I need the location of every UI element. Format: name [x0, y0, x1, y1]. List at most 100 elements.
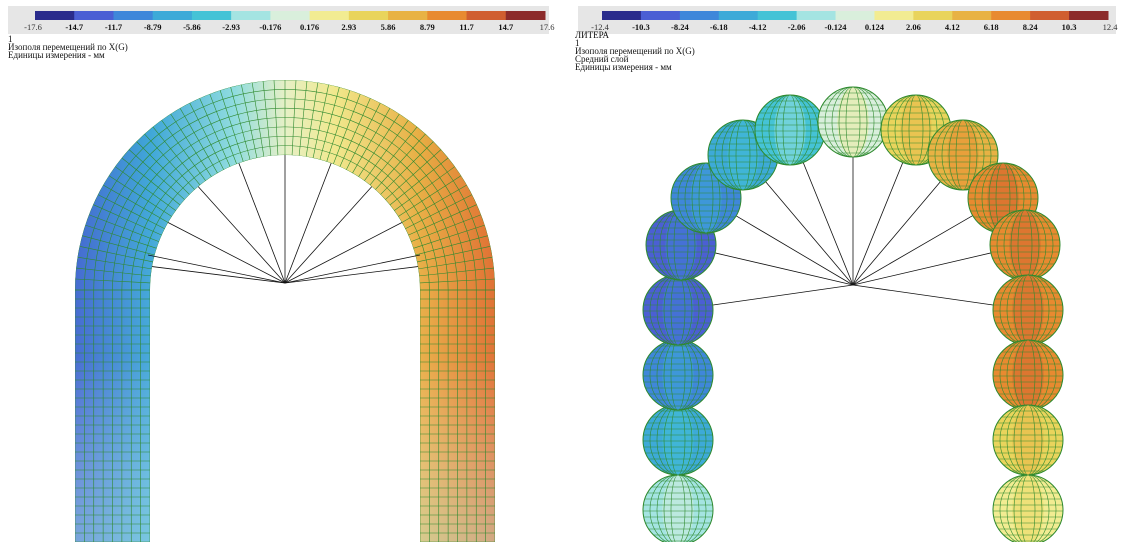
legend-label: 12.4: [1103, 22, 1119, 32]
legend-swatch: [270, 11, 310, 20]
legend-swatch: [35, 11, 75, 20]
legend-label: 8.24: [1023, 22, 1039, 32]
legends: -17.6 -14.7 -11.7 -8.79 -5.86 -2.93 -0.176 0.17…: [8, 6, 1118, 34]
sphere-shade: [837, 87, 869, 157]
legend-swatch: [349, 11, 389, 20]
legend-label: 4.12: [945, 22, 960, 32]
spoke: [285, 223, 402, 284]
legend-swatch: [310, 11, 350, 20]
spoke: [732, 214, 853, 285]
legend-swatch: [874, 11, 913, 20]
spoke: [801, 158, 853, 285]
legend-label: 5.86: [381, 22, 396, 32]
sphere-shade: [662, 405, 694, 475]
legend-swatch: [192, 11, 232, 20]
legend-label: 14.7: [498, 22, 514, 32]
page: {"panels": [ {"legend": {"labels": ["-17…: [0, 0, 1121, 542]
spoke: [853, 252, 994, 285]
spoke: [853, 214, 976, 285]
legend-swatch: [602, 11, 641, 20]
legend-swatch: [913, 11, 952, 20]
spoke: [712, 252, 853, 285]
legend-swatch: [467, 11, 507, 20]
spoke: [239, 163, 285, 283]
sphere: [643, 340, 713, 410]
screen: -17.6 -14.7 -11.7 -8.79 -5.86 -2.93 -0.176 0.17…: [0, 0, 1121, 542]
spoke: [285, 163, 331, 283]
sphere: [755, 95, 825, 165]
legend-swatch: [836, 11, 875, 20]
sphere: [993, 475, 1063, 542]
legend-label: -2.06: [788, 22, 806, 32]
legend-label: -10.3: [632, 22, 650, 32]
legend-label: 17.6: [540, 22, 555, 32]
sphere: [993, 275, 1063, 345]
legend-label: -2.93: [222, 22, 240, 32]
spoke: [853, 178, 943, 285]
legend-label: 10.3: [1062, 22, 1077, 32]
legend-label: 2.06: [906, 22, 921, 32]
sphere-shade: [662, 275, 694, 345]
right-panel: [643, 87, 1063, 542]
legend-label: 8.79: [420, 22, 435, 32]
sphere: [818, 87, 888, 157]
spoke: [763, 178, 853, 285]
legend-swatch: [797, 11, 836, 20]
sphere: [993, 405, 1063, 475]
legend-swatch: [991, 11, 1030, 20]
legend-swatch: [74, 11, 114, 20]
caption-line: Единицы измерения - мм: [575, 62, 672, 72]
legend-swatch: [719, 11, 758, 20]
caption-line: Единицы измерения - мм: [8, 50, 105, 60]
legend-label: 0.176: [300, 22, 319, 32]
legend-swatch: [231, 11, 271, 20]
sphere-shade: [662, 340, 694, 410]
legend-label: -5.86: [183, 22, 201, 32]
spoke: [853, 285, 997, 306]
legend-swatch: [1030, 11, 1069, 20]
legend-swatch: [1069, 11, 1108, 20]
sphere-shade: [1012, 340, 1044, 410]
legend-label: -0.124: [825, 22, 848, 32]
legend-label: 11.7: [459, 22, 474, 32]
legend-label: 6.18: [984, 22, 999, 32]
legend-swatch: [153, 11, 193, 20]
legend-label: -8.79: [144, 22, 162, 32]
legend-label: -0.176: [259, 22, 281, 32]
sphere: [643, 275, 713, 345]
sphere-shade: [900, 95, 932, 165]
legend-swatch: [641, 11, 680, 20]
spoke: [198, 187, 285, 283]
legend-label: -14.7: [65, 22, 83, 32]
legend-swatch: [952, 11, 991, 20]
legend-swatch: [758, 11, 797, 20]
sphere-shade: [1012, 405, 1044, 475]
legend-swatch: [506, 11, 546, 20]
legend-label: -6.18: [710, 22, 728, 32]
spheres: [643, 87, 1063, 542]
sphere: [643, 475, 713, 542]
sphere: [993, 340, 1063, 410]
spoke: [168, 223, 285, 284]
legend-label: -11.7: [105, 22, 123, 32]
legend-label: -8.24: [671, 22, 689, 32]
legend-swatch: [388, 11, 428, 20]
spoke: [710, 285, 854, 306]
sphere-shade: [1012, 275, 1044, 345]
legend-swatch: [113, 11, 153, 20]
spoke: [853, 158, 905, 285]
sphere: [643, 405, 713, 475]
sphere-shade: [1009, 210, 1041, 280]
legend-label: -17.6: [24, 22, 42, 32]
legend-swatch: [427, 11, 467, 20]
sphere-shade: [774, 95, 806, 165]
sphere-shade: [727, 120, 759, 190]
legend-swatch: [680, 11, 719, 20]
sphere: [990, 210, 1060, 280]
left-panel: [75, 80, 495, 542]
legend-label: -4.12: [749, 22, 767, 32]
caption-line: ЛИТЕРА: [575, 30, 609, 40]
legend-label: 2.93: [341, 22, 356, 32]
legend-label: 0.124: [865, 22, 885, 32]
